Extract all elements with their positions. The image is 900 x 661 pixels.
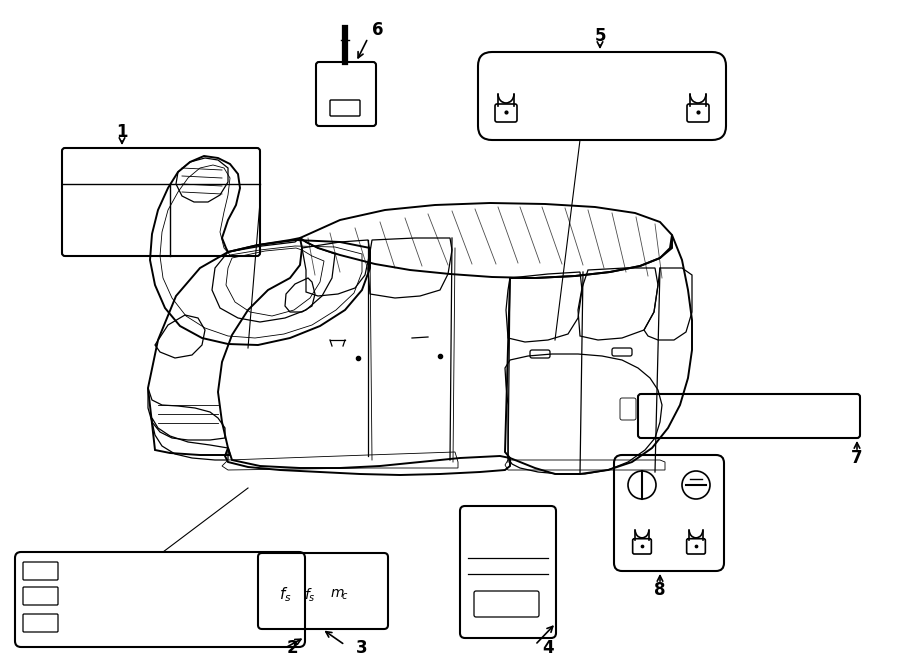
Text: 8: 8 xyxy=(654,581,666,599)
Text: $\mathit{f_s}$: $\mathit{f_s}$ xyxy=(304,586,316,603)
Text: 6: 6 xyxy=(373,21,383,39)
Text: 4: 4 xyxy=(542,639,554,657)
Text: 2: 2 xyxy=(286,639,298,657)
Text: $\mathit{m_{\!c}}$: $\mathit{m_{\!c}}$ xyxy=(330,588,349,602)
Text: 5: 5 xyxy=(594,27,606,45)
Text: 1: 1 xyxy=(116,123,128,141)
Text: 7: 7 xyxy=(851,449,863,467)
Text: $\mathbf{\mathit{f_s}}$: $\mathbf{\mathit{f_s}}$ xyxy=(279,586,292,604)
Text: 3: 3 xyxy=(356,639,368,657)
